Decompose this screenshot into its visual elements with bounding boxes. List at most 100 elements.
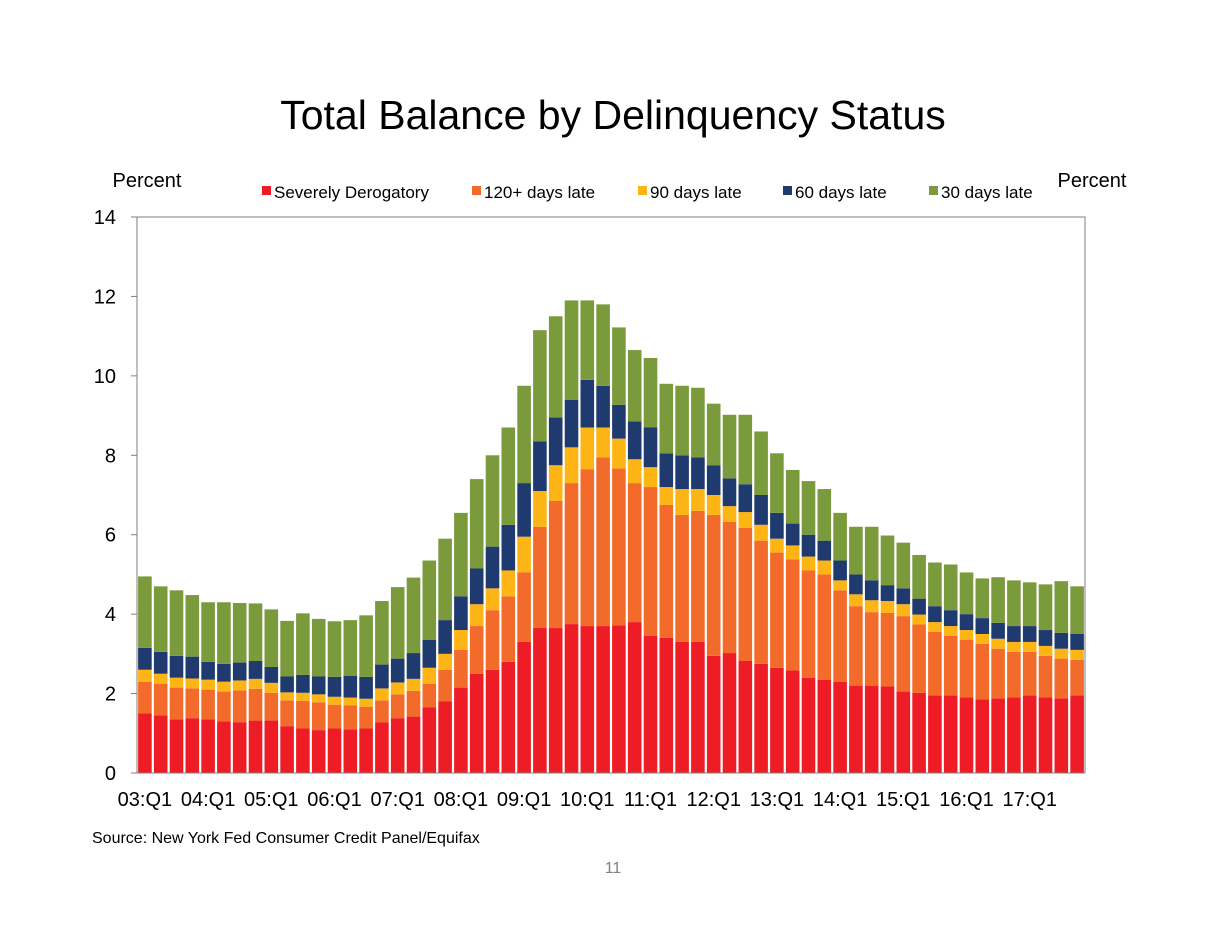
bar-segment xyxy=(580,427,595,470)
bar-segment xyxy=(1070,659,1084,696)
bar-segment xyxy=(706,655,721,773)
bar-segment xyxy=(596,626,610,773)
bar-segment xyxy=(533,330,547,442)
bar-segment xyxy=(785,559,800,671)
bar-segment xyxy=(880,612,895,687)
bar-segment xyxy=(722,653,737,773)
x-tick-label: 06:Q1 xyxy=(307,789,361,811)
bar-segment xyxy=(738,512,753,528)
bar-segment xyxy=(311,694,326,703)
bar-segment xyxy=(359,615,373,677)
bar-segment xyxy=(217,602,231,664)
bar-segment xyxy=(217,663,231,682)
bar-segment xyxy=(248,661,263,679)
bar-segment xyxy=(375,601,389,665)
bar-segment xyxy=(232,722,247,773)
bar-segment xyxy=(1022,651,1037,696)
bar-segment xyxy=(1038,697,1053,773)
bar-segment xyxy=(596,457,610,627)
bar-segment xyxy=(659,453,674,488)
bar-segment xyxy=(153,715,168,773)
bar-segment xyxy=(359,676,373,699)
bar-segment xyxy=(612,327,626,405)
y-tick-label: 4 xyxy=(105,604,116,626)
bar-segment xyxy=(643,467,658,488)
bar-segment xyxy=(754,495,768,525)
bar-segment xyxy=(185,656,200,679)
bar-segment xyxy=(264,692,279,721)
bar-segment xyxy=(928,622,942,633)
legend-swatch xyxy=(638,186,647,195)
bar-segment xyxy=(738,414,753,485)
bar-segment xyxy=(770,453,784,513)
bar-segment xyxy=(912,614,926,625)
y-tick-label: 10 xyxy=(94,366,116,388)
bar-segment xyxy=(864,600,879,613)
bar-segment xyxy=(517,385,531,484)
bar-segment xyxy=(675,489,689,515)
bar-segment xyxy=(232,680,247,691)
y-axis-label-left: Percent xyxy=(113,170,182,192)
bar-segment xyxy=(738,484,753,513)
bar-segment xyxy=(501,427,516,525)
bar-segment xyxy=(375,722,389,773)
bar-segment xyxy=(706,465,721,495)
bar-segment xyxy=(501,596,516,662)
bar-segment xyxy=(580,626,595,773)
bar-segment xyxy=(896,604,911,617)
bar-segment xyxy=(406,716,421,773)
bar-segment xyxy=(153,683,168,716)
bar-segment xyxy=(501,570,516,597)
bar-segment xyxy=(564,399,579,448)
x-tick-label: 11:Q1 xyxy=(624,789,677,811)
bar-segment xyxy=(1007,697,1021,773)
legend-swatch xyxy=(783,186,792,195)
x-tick-label: 17:Q1 xyxy=(1002,789,1056,811)
bar-segment xyxy=(627,421,642,460)
x-tick-label: 03:Q1 xyxy=(118,789,172,811)
bar-segment xyxy=(327,704,342,729)
bar-segment xyxy=(201,689,215,720)
bar-segment xyxy=(390,694,405,719)
bar-segment xyxy=(548,500,563,629)
legend-label: 60 days late xyxy=(795,183,887,202)
bar-segment xyxy=(390,587,405,659)
bar-segment xyxy=(564,300,579,400)
y-tick-label: 14 xyxy=(94,207,116,229)
bar-segment xyxy=(580,300,595,380)
bar-segment xyxy=(1022,626,1037,642)
x-tick-label: 15:Q1 xyxy=(876,789,930,811)
bar-segment xyxy=(896,691,911,773)
bar-segment xyxy=(406,678,421,691)
bar-segment xyxy=(675,514,689,642)
bar-segment xyxy=(501,661,516,773)
bar-segment xyxy=(770,538,784,553)
bar-segment xyxy=(770,552,784,668)
bar-segment xyxy=(185,688,200,719)
bar-segment xyxy=(770,512,784,539)
bar-segment xyxy=(327,676,342,697)
bar-segment xyxy=(691,387,705,458)
bar-segment xyxy=(454,512,468,597)
x-tick-label: 14:Q1 xyxy=(813,789,867,811)
bar-segment xyxy=(738,661,753,773)
bar-segment xyxy=(1038,630,1053,646)
bar-segment xyxy=(738,527,753,661)
bar-segment xyxy=(343,675,358,698)
bar-segment xyxy=(833,560,847,581)
bar-segment xyxy=(943,626,958,636)
bar-segment xyxy=(232,603,247,663)
bar-segment xyxy=(880,585,895,602)
bar-segment xyxy=(485,546,500,589)
legend-label: 90 days late xyxy=(650,183,742,202)
bar-segment xyxy=(327,696,342,705)
bar-segment xyxy=(485,610,500,670)
bar-segment xyxy=(359,706,373,729)
x-tick-label: 09:Q1 xyxy=(497,789,551,811)
bar-segment xyxy=(801,481,816,535)
x-tick-label: 05:Q1 xyxy=(244,789,298,811)
bar-segment xyxy=(880,535,895,586)
bar-segment xyxy=(296,728,310,773)
source-note: Source: New York Fed Consumer Credit Pan… xyxy=(92,830,480,847)
bar-segment xyxy=(912,624,926,693)
